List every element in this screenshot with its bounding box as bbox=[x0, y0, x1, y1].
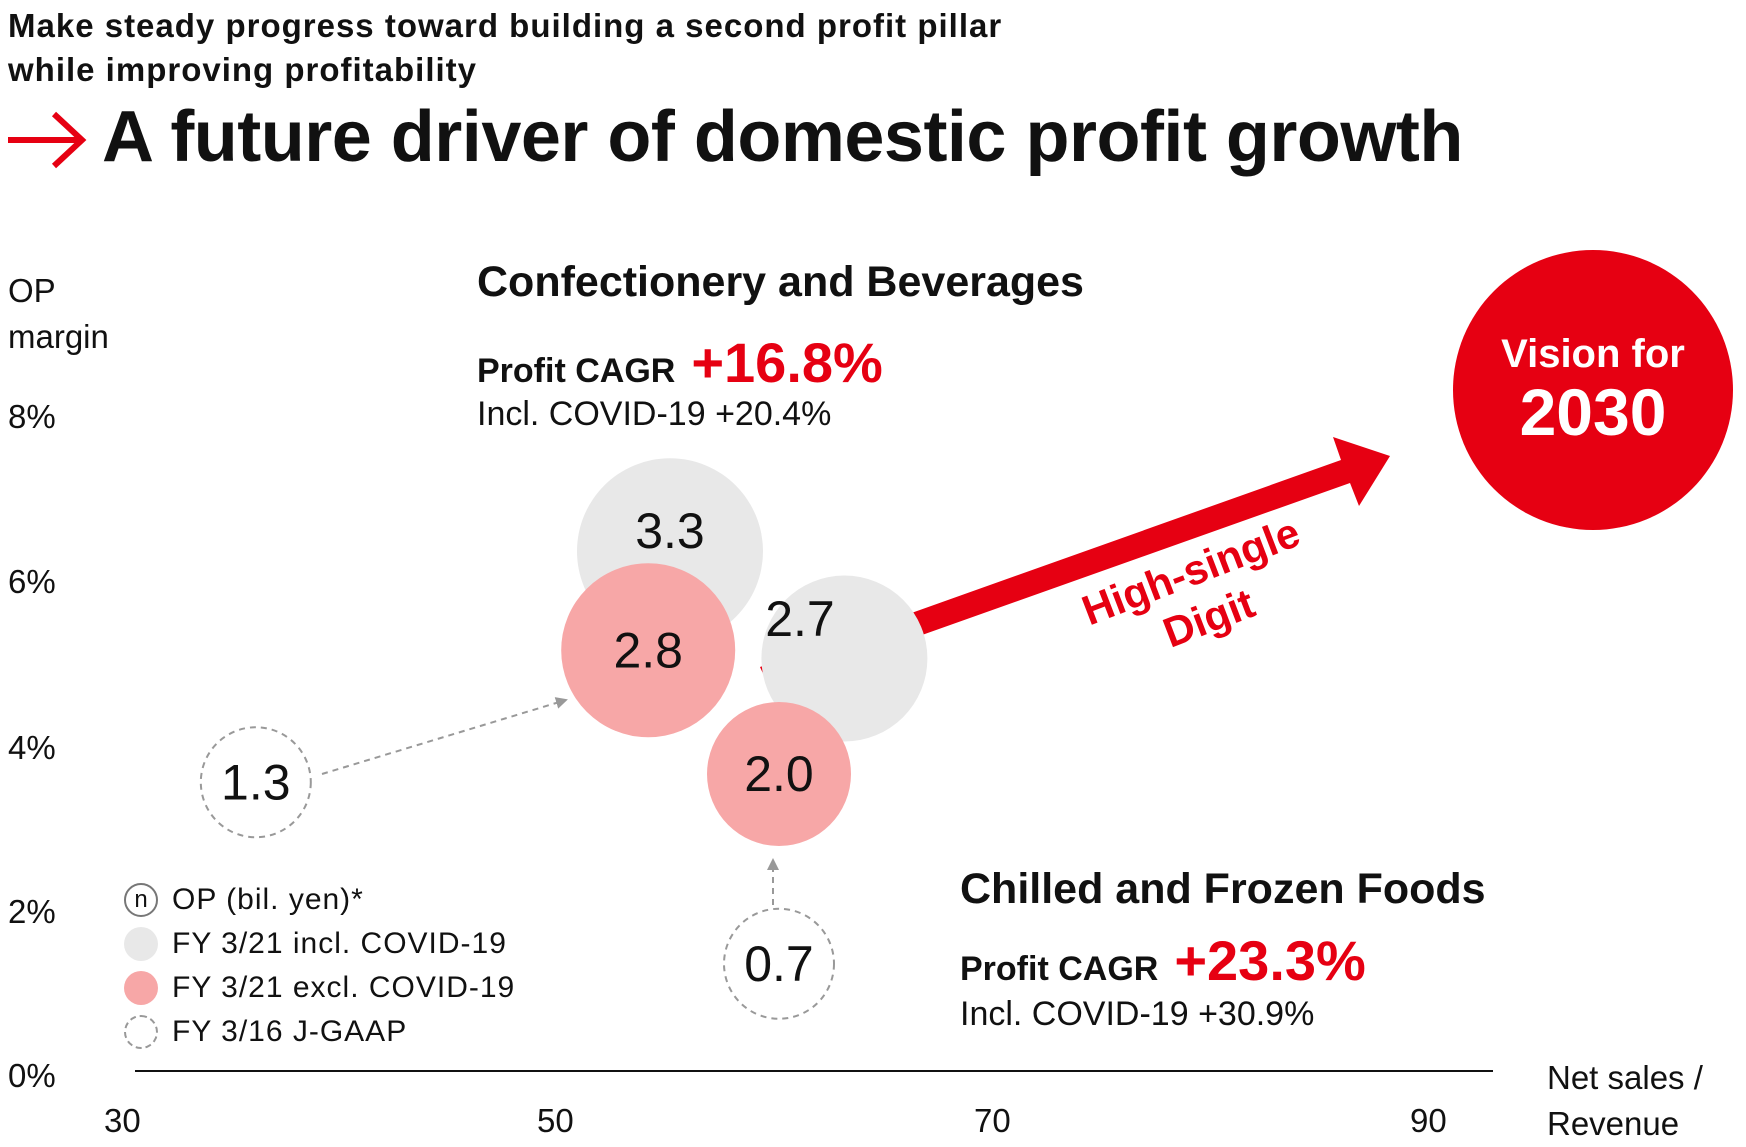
x-tick-label: 50 bbox=[537, 1102, 574, 1139]
vision-2030-circle: Vision for 2030 bbox=[1453, 250, 1733, 530]
pink-circle-icon bbox=[124, 971, 158, 1005]
y-tick-label: 6% bbox=[8, 563, 56, 600]
chilled-cagr-label: Profit CAGR bbox=[960, 950, 1159, 988]
data-bubble bbox=[723, 907, 835, 1020]
vision-label: Vision for bbox=[1501, 332, 1685, 376]
legend-item: FY 3/21 incl. COVID-19 bbox=[124, 924, 507, 964]
confectionery-cagr-value: +16.8% bbox=[691, 331, 883, 394]
op-symbol-icon: n bbox=[124, 883, 158, 917]
data-bubble bbox=[199, 726, 312, 839]
chilled-title: Chilled and Frozen Foods bbox=[960, 865, 1486, 913]
chilled-covid-note: Incl. COVID-19 +30.9% bbox=[960, 995, 1315, 1033]
page-title: A future driver of domestic profit growt… bbox=[102, 97, 1463, 177]
y-tick-label: 8% bbox=[8, 398, 56, 435]
chilled-cagr-value: +23.3% bbox=[1174, 929, 1366, 992]
bubble-op-label: 1.3 bbox=[221, 754, 291, 810]
red-arrow-icon bbox=[8, 111, 87, 169]
bubble-op-label: 2.0 bbox=[744, 746, 814, 802]
dashed-progress-arrow bbox=[321, 697, 568, 775]
bubble-op-label: 2.8 bbox=[613, 622, 683, 678]
data-bubble bbox=[561, 563, 736, 738]
x-tick-label: 90 bbox=[1410, 1102, 1447, 1139]
confectionery-title: Confectionery and Beverages bbox=[477, 258, 1084, 306]
y-tick-label: 4% bbox=[8, 729, 56, 766]
confectionery-covid-note: Incl. COVID-19 +20.4% bbox=[477, 395, 832, 433]
bubble-op-label: 2.7 bbox=[765, 591, 835, 647]
x-tick-label: 30 bbox=[104, 1102, 141, 1139]
subtitle: Make steady progress toward building a s… bbox=[8, 7, 1003, 88]
bubble-op-label: 0.7 bbox=[744, 936, 814, 992]
data-bubble bbox=[707, 702, 851, 846]
vision-year: 2030 bbox=[1519, 375, 1667, 449]
y-axis-label: OP margin bbox=[8, 272, 109, 355]
gray-circle-icon bbox=[124, 927, 158, 961]
legend-item: n OP (bil. yen)* bbox=[124, 880, 364, 920]
legend-item: FY 3/21 excl. COVID-19 bbox=[124, 968, 515, 1008]
data-bubble bbox=[761, 575, 928, 742]
legend-item: FY 3/16 J-GAAP bbox=[124, 1012, 407, 1052]
x-tick-label: 70 bbox=[974, 1102, 1011, 1139]
x-axis-label: Net sales / Revenue bbox=[1547, 1059, 1703, 1142]
dashed-circle-icon bbox=[124, 1015, 158, 1049]
y-tick-label: 2% bbox=[8, 893, 56, 930]
confectionery-cagr-label: Profit CAGR bbox=[477, 352, 676, 390]
bubble-op-label: 3.3 bbox=[635, 503, 705, 559]
y-tick-label: 0% bbox=[8, 1057, 56, 1094]
